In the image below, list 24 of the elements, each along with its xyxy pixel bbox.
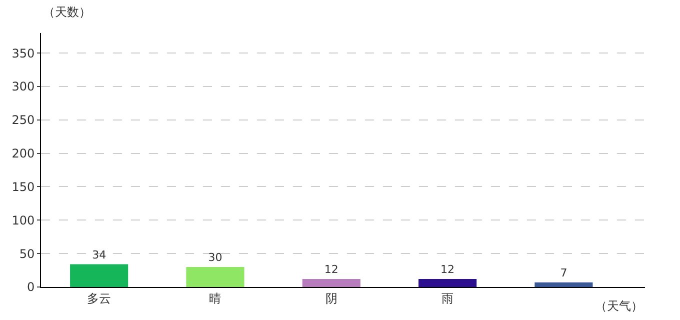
bar bbox=[534, 282, 593, 287]
y-tick-label: 0 bbox=[26, 280, 35, 294]
y-tick-label: 100 bbox=[12, 213, 35, 228]
x-tick-label: 雨 bbox=[442, 291, 454, 306]
bar bbox=[70, 264, 128, 287]
data-label: 7 bbox=[560, 266, 568, 280]
y-axis-title: （天数） bbox=[43, 5, 91, 19]
x-axis-title: （天气） bbox=[595, 299, 643, 313]
bar bbox=[302, 278, 360, 287]
y-tick-label: 350 bbox=[12, 46, 35, 60]
y-tick-label: 200 bbox=[12, 146, 35, 161]
bar bbox=[418, 278, 477, 287]
data-label: 12 bbox=[324, 262, 338, 276]
x-tick-label: 晴 bbox=[209, 291, 222, 306]
data-label: 30 bbox=[208, 250, 222, 264]
bar bbox=[186, 266, 244, 287]
y-tick-label: 150 bbox=[12, 180, 35, 194]
x-tick-label: 多云 bbox=[87, 291, 112, 306]
data-label: 34 bbox=[92, 248, 106, 262]
y-tick-label: 250 bbox=[12, 113, 35, 128]
data-label: 12 bbox=[440, 262, 455, 276]
y-tick-label: 300 bbox=[12, 80, 35, 94]
y-tick-label: 50 bbox=[19, 246, 35, 261]
x-tick-label: 阴 bbox=[325, 291, 338, 306]
